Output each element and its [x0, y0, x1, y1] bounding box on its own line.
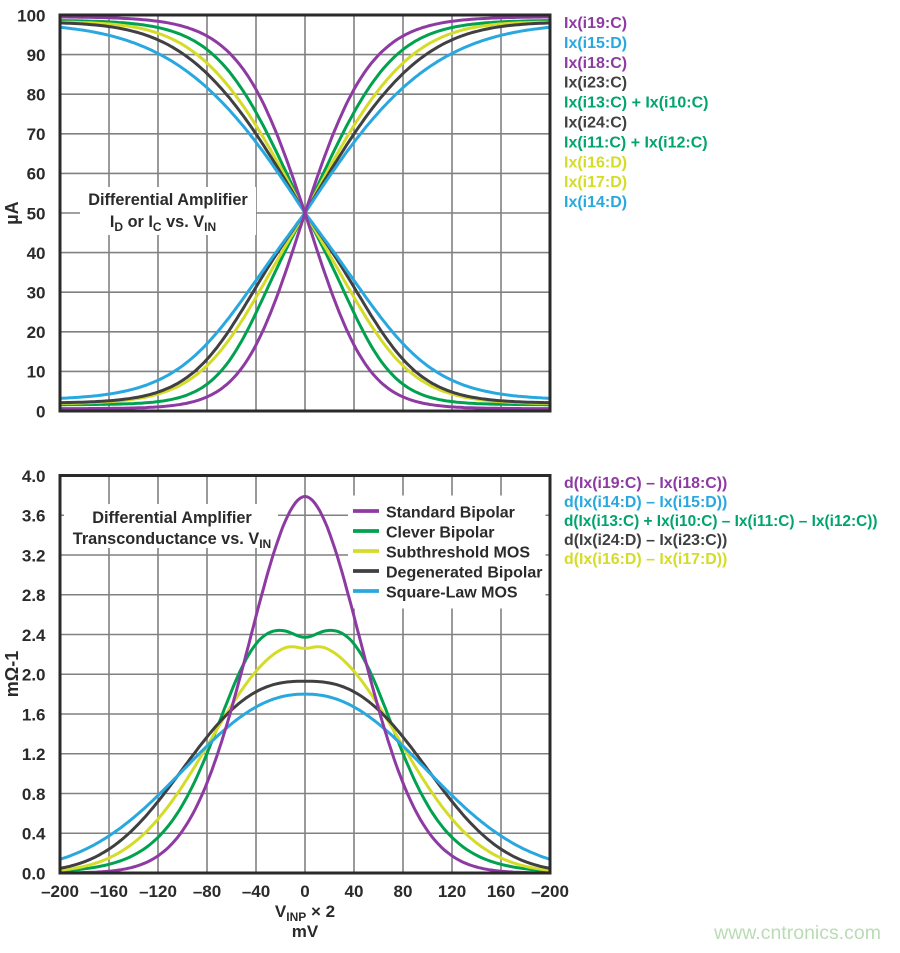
svg-text:d(Ix(i14:D) – Ix(i15:D)): d(Ix(i14:D) – Ix(i15:D)) — [564, 494, 727, 511]
svg-text:Ix(i17:D): Ix(i17:D) — [564, 174, 627, 191]
svg-text:Square-Law MOS: Square-Law MOS — [386, 585, 518, 602]
svg-text:100: 100 — [17, 6, 45, 25]
svg-text:70: 70 — [27, 125, 46, 144]
svg-text:Ix(i14:D): Ix(i14:D) — [564, 194, 627, 211]
svg-text:–120: –120 — [139, 882, 177, 901]
svg-text:d(Ix(i13:C) + Ix(i10:C) – Ix(i: d(Ix(i13:C) + Ix(i10:C) – Ix(i11:C) – Ix… — [564, 513, 877, 530]
svg-text:1.2: 1.2 — [22, 745, 46, 764]
svg-text:10: 10 — [27, 363, 46, 382]
svg-text:60: 60 — [27, 165, 46, 184]
svg-text:Ix(i23:C): Ix(i23:C) — [564, 75, 627, 92]
svg-text:d(Ix(i19:C) – Ix(i18:C)): d(Ix(i19:C) – Ix(i18:C)) — [564, 475, 727, 492]
svg-text:mV: mV — [292, 922, 319, 941]
svg-text:Degenerated Bipolar: Degenerated Bipolar — [386, 565, 542, 582]
svg-text:Standard Bipolar: Standard Bipolar — [386, 505, 515, 522]
svg-text:50: 50 — [27, 204, 46, 223]
svg-text:Ix(i18:C): Ix(i18:C) — [564, 55, 627, 72]
svg-text:Ix(i24:C): Ix(i24:C) — [564, 115, 627, 132]
svg-text:Differential Amplifier: Differential Amplifier — [92, 509, 252, 527]
svg-text:–80: –80 — [193, 882, 221, 901]
svg-text:40: 40 — [345, 882, 364, 901]
svg-text:160: 160 — [487, 882, 515, 901]
svg-text:–200: –200 — [41, 882, 79, 901]
svg-text:3.2: 3.2 — [22, 546, 46, 565]
svg-text:0: 0 — [300, 882, 309, 901]
svg-text:120: 120 — [438, 882, 466, 901]
svg-text:Differential Amplifier: Differential Amplifier — [88, 191, 248, 209]
svg-text:2.0: 2.0 — [22, 666, 46, 685]
svg-text:ID or IC vs. VIN: ID or IC vs. VIN — [110, 213, 216, 234]
svg-text:–200: –200 — [531, 882, 569, 901]
svg-text:µA: µA — [2, 201, 22, 224]
svg-text:20: 20 — [27, 323, 46, 342]
svg-text:–40: –40 — [242, 882, 270, 901]
svg-text:80: 80 — [394, 882, 413, 901]
svg-text:Ix(i13:C) + Ix(i10:C): Ix(i13:C) + Ix(i10:C) — [564, 95, 708, 112]
svg-text:90: 90 — [27, 46, 46, 65]
svg-text:Ix(i11:C) + Ix(i12:C): Ix(i11:C) + Ix(i12:C) — [564, 134, 708, 151]
svg-text:40: 40 — [27, 244, 46, 263]
svg-text:Clever Bipolar: Clever Bipolar — [386, 525, 494, 542]
svg-text:Ix(i16:D): Ix(i16:D) — [564, 154, 627, 171]
svg-text:d(Ix(i24:D) – Ix(i23:C)): d(Ix(i24:D) – Ix(i23:C)) — [564, 532, 727, 549]
svg-text:0: 0 — [36, 402, 45, 421]
svg-text:4.0: 4.0 — [22, 467, 46, 486]
svg-text:1.6: 1.6 — [22, 705, 46, 724]
svg-text:mΩ-1: mΩ-1 — [2, 651, 22, 697]
svg-text:0.4: 0.4 — [22, 825, 46, 844]
svg-text:d(Ix(i16:D) – Ix(i17:D)): d(Ix(i16:D) – Ix(i17:D)) — [564, 551, 727, 568]
svg-text:2.8: 2.8 — [22, 586, 46, 605]
svg-text:0.8: 0.8 — [22, 785, 46, 804]
svg-text:www.cntronics.com: www.cntronics.com — [713, 922, 881, 944]
svg-text:Subthreshold MOS: Subthreshold MOS — [386, 545, 530, 562]
svg-text:Ix(i15:D): Ix(i15:D) — [564, 35, 627, 52]
svg-text:–160: –160 — [90, 882, 128, 901]
svg-text:Transconductance vs. VIN: Transconductance vs. VIN — [73, 530, 271, 551]
svg-text:30: 30 — [27, 284, 46, 303]
svg-text:3.6: 3.6 — [22, 507, 46, 526]
svg-text:Ix(i19:C): Ix(i19:C) — [564, 15, 627, 32]
svg-text:2.4: 2.4 — [22, 626, 46, 645]
svg-text:80: 80 — [27, 86, 46, 105]
svg-text:0.0: 0.0 — [22, 864, 46, 883]
